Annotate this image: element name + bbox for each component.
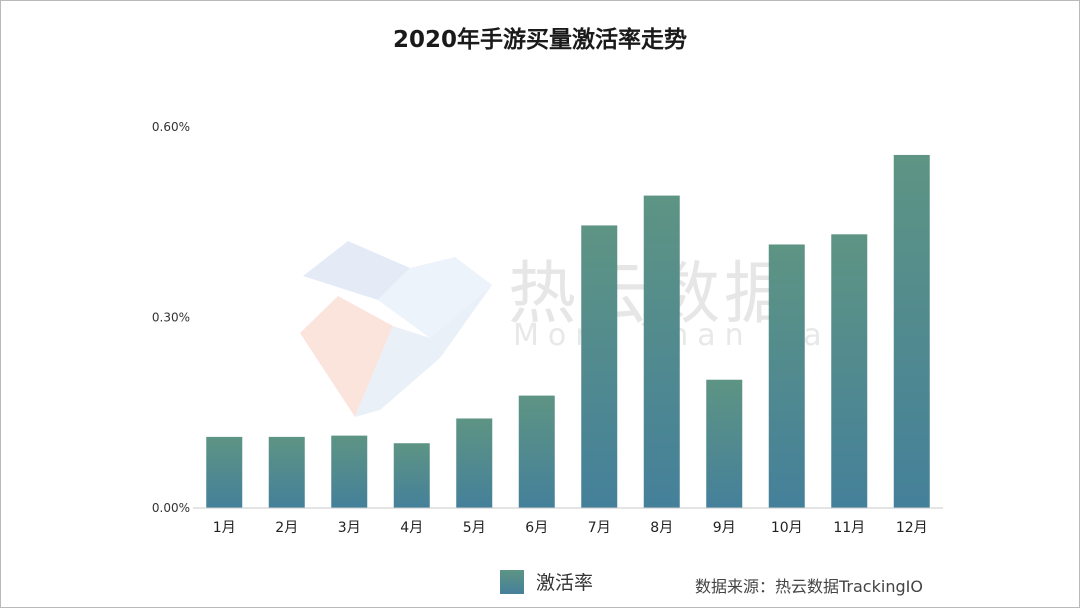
bar-12	[893, 154, 930, 508]
y-tick-label: 0.30%	[152, 311, 190, 325]
x-tick-label: 10月	[771, 520, 803, 536]
y-tick-label: 0.00%	[152, 501, 190, 515]
legend-label: 激活率	[536, 572, 594, 594]
bar-1	[206, 436, 243, 508]
bar-7	[581, 225, 618, 509]
x-tick-label: 8月	[650, 520, 673, 536]
bar-5	[456, 418, 493, 508]
y-tick-label: 0.60%	[152, 120, 190, 134]
bar-6	[518, 395, 555, 508]
x-tick-label: 7月	[588, 520, 611, 536]
x-tick-label: 11月	[833, 520, 865, 536]
bar-4	[393, 443, 430, 508]
x-tick-label: 1月	[213, 520, 236, 536]
chart-title: 2020年手游买量激活率走势	[392, 27, 687, 53]
x-tick-label: 3月	[338, 520, 361, 536]
x-tick-label: 12月	[896, 520, 928, 536]
watermark-tagline: More Than Data	[513, 318, 879, 353]
bar-11	[831, 234, 868, 508]
x-tick-label: 9月	[713, 520, 736, 536]
bar-8	[643, 195, 680, 508]
legend-swatch	[500, 569, 524, 594]
x-tick-label: 4月	[400, 520, 423, 536]
x-tick-label: 2月	[275, 520, 298, 536]
bar-10	[768, 244, 805, 508]
source-note: 数据来源：热云数据TrackingIO	[695, 577, 923, 596]
x-tick-label: 6月	[525, 520, 548, 536]
x-tick-label: 5月	[463, 520, 486, 536]
bar-3	[331, 435, 368, 508]
bar-9	[706, 379, 743, 508]
legend: 激活率	[500, 568, 593, 595]
bar-2	[268, 436, 305, 508]
